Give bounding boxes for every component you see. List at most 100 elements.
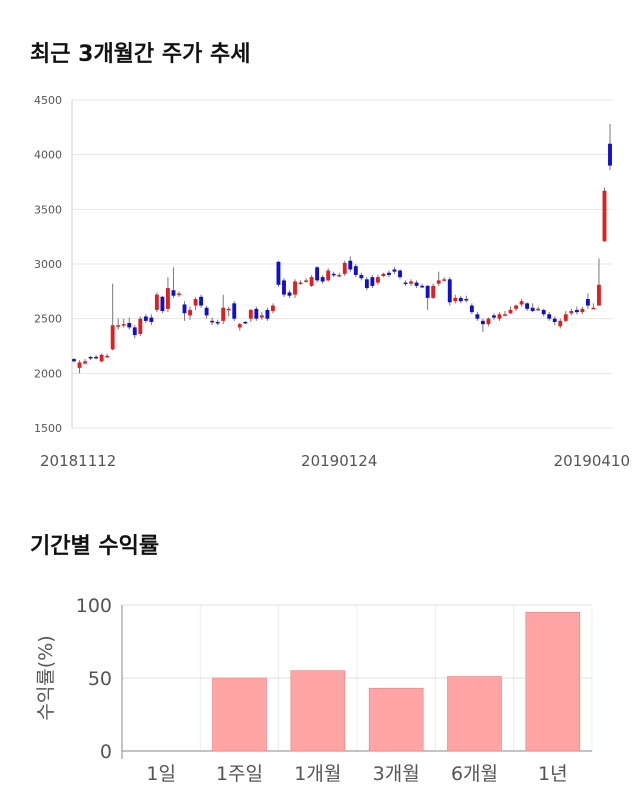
candle-body xyxy=(248,309,253,319)
y-tick-label: 1500 xyxy=(34,422,62,435)
candle-body xyxy=(83,361,87,364)
y-tick-label: 2500 xyxy=(34,313,62,326)
candle-body xyxy=(105,355,110,358)
x-category-label: 3개월 xyxy=(373,763,420,785)
candle-body xyxy=(188,309,192,316)
candle-body xyxy=(608,143,612,166)
candle-body xyxy=(265,309,270,319)
x-category-label: 1주일 xyxy=(216,763,263,785)
y-tick-label: 50 xyxy=(88,668,112,690)
candle-body xyxy=(177,293,181,296)
x-tick-label: 20181112 xyxy=(40,452,116,470)
candle-body xyxy=(127,323,132,328)
candle-body xyxy=(492,315,496,318)
x-category-label: 1일 xyxy=(146,763,176,785)
candle-body xyxy=(375,277,380,283)
candle-body xyxy=(320,277,325,282)
candle-body xyxy=(431,285,436,298)
y-tick-label: 4000 xyxy=(34,149,62,162)
y-tick-label: 4500 xyxy=(34,94,62,107)
candle-body xyxy=(110,325,115,350)
candle-body xyxy=(420,285,425,288)
candle-body xyxy=(149,317,154,322)
candle-body xyxy=(458,297,463,302)
candle-body xyxy=(116,325,121,327)
candle-body xyxy=(304,280,309,282)
candle-body xyxy=(121,324,126,326)
candle-body xyxy=(469,305,474,313)
candle-body xyxy=(436,280,441,284)
x-tick-label: 20190124 xyxy=(301,452,377,470)
candle-body xyxy=(132,327,137,336)
candle-body xyxy=(293,281,297,295)
candle-body xyxy=(254,308,259,319)
candle-body xyxy=(353,266,358,275)
candle-body xyxy=(536,308,541,311)
return-bar xyxy=(368,687,424,752)
candle-body xyxy=(585,298,590,306)
candle-body xyxy=(199,296,204,306)
candle-body xyxy=(530,307,535,312)
return-bar xyxy=(212,677,267,752)
x-category-label: 6개월 xyxy=(451,763,498,785)
candle-body xyxy=(486,318,491,325)
candle-body xyxy=(580,308,585,313)
x-category-label: 1년 xyxy=(538,763,568,785)
candle-body xyxy=(171,290,176,296)
candle-body xyxy=(453,297,458,302)
candle-body xyxy=(138,318,143,334)
candle-body xyxy=(503,314,507,316)
candle-body xyxy=(541,309,546,315)
candle-body xyxy=(270,305,275,312)
candle-body xyxy=(364,279,369,289)
candle-body xyxy=(547,314,552,319)
candle-body xyxy=(72,359,76,362)
candle-body xyxy=(215,321,220,324)
candle-body xyxy=(243,321,248,324)
candle-body xyxy=(442,279,447,281)
candle-body xyxy=(210,320,215,323)
candle-body xyxy=(282,280,286,295)
candle-body xyxy=(348,260,353,270)
candle-body xyxy=(182,304,187,314)
candle-body xyxy=(166,288,170,309)
candle-body xyxy=(160,296,165,312)
candle-body xyxy=(204,307,209,316)
candle-body xyxy=(99,354,104,362)
candle-body xyxy=(226,308,231,311)
candle-body xyxy=(331,273,336,276)
candle-body xyxy=(475,314,480,319)
candle-body xyxy=(154,294,159,310)
candle-body xyxy=(414,282,419,286)
candle-body xyxy=(464,298,469,301)
candle-body xyxy=(381,273,386,277)
candle-body xyxy=(563,314,568,321)
candle-body xyxy=(221,307,226,321)
x-category-label: 1개월 xyxy=(294,763,341,785)
candle-body xyxy=(342,262,347,274)
y-tick-label: 2000 xyxy=(34,367,62,380)
candle-body xyxy=(232,303,237,319)
candle-body xyxy=(94,356,99,359)
candle-body xyxy=(398,270,402,278)
candle-body xyxy=(497,314,502,319)
candle-body xyxy=(326,270,331,281)
candle-body xyxy=(514,305,518,309)
y-axis-label: 수익률(%) xyxy=(35,635,57,720)
candle-body xyxy=(193,298,198,306)
candle-body xyxy=(409,281,414,284)
candle-body xyxy=(88,356,93,359)
candle-body xyxy=(259,315,264,318)
candle-body xyxy=(525,303,530,309)
candle-body xyxy=(143,316,148,321)
return-bar xyxy=(290,670,346,752)
candle-body xyxy=(425,285,430,298)
return-bar xyxy=(525,611,581,752)
candle-body xyxy=(237,324,242,328)
candle-body xyxy=(558,320,563,327)
candle-body xyxy=(337,274,342,277)
x-tick-label: 20190410 xyxy=(554,452,630,470)
candle-body xyxy=(77,362,82,368)
candle-body xyxy=(387,272,391,275)
